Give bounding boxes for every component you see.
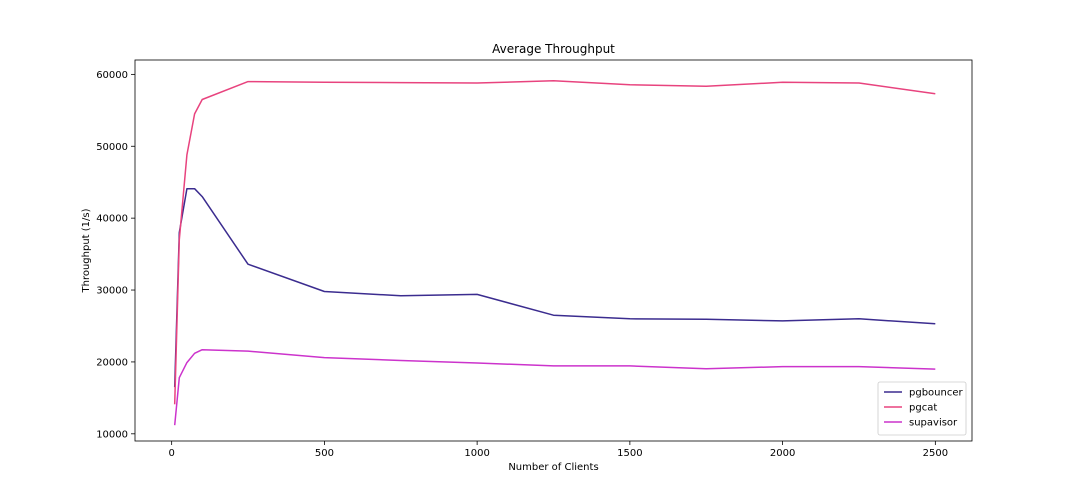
y-axis-label: Throughput (1/s) [81, 208, 92, 293]
x-axis-label: Number of Clients [508, 462, 598, 473]
plot-frame [134, 59, 973, 442]
y-tick-label: 10000 [96, 429, 128, 440]
y-axis-ticks: 10000 20000 30000 40000 50000 60000 [96, 70, 135, 440]
x-tick-label: 500 [315, 448, 334, 459]
y-tick-label: 60000 [96, 70, 128, 81]
legend-label-pgbouncer: pgbouncer [909, 388, 963, 399]
y-tick-label: 50000 [96, 142, 128, 153]
series-layer [173, 80, 936, 426]
series-line-pgbouncer [173, 187, 936, 388]
x-axis-ticks: 0 500 1000 1500 2000 2500 [168, 441, 948, 459]
y-tick-label: 20000 [96, 357, 128, 368]
x-tick-label: 0 [168, 448, 174, 459]
series-line-supavisor [173, 348, 936, 426]
legend: pgbouncer pgcat supavisor [877, 381, 967, 436]
chart-title: Average Throughput [492, 42, 615, 56]
x-tick-label: 1500 [617, 448, 642, 459]
legend-label-pgcat: pgcat [909, 403, 937, 414]
y-tick-label: 40000 [96, 214, 128, 225]
y-tick-label: 30000 [96, 286, 128, 297]
series-line-pgcat [173, 80, 936, 405]
x-tick-label: 2500 [923, 448, 948, 459]
x-tick-label: 2000 [770, 448, 795, 459]
legend-label-supavisor: supavisor [909, 418, 958, 429]
x-tick-label: 1000 [464, 448, 489, 459]
